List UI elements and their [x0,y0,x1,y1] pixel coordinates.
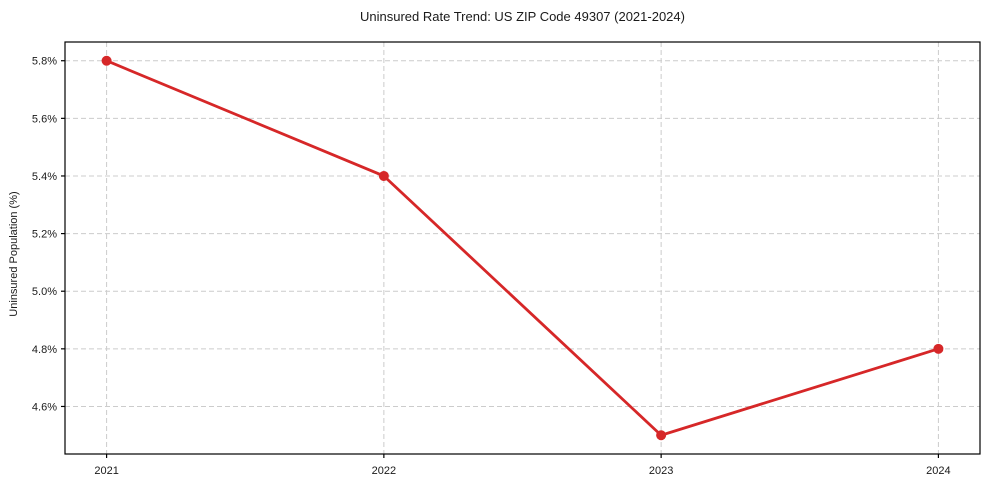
chart-title: Uninsured Rate Trend: US ZIP Code 49307 … [360,9,685,24]
y-tick-label: 5.8% [32,56,57,68]
trend-line [105,59,940,437]
data-point [101,55,112,66]
x-tick-label: 2022 [372,465,396,477]
y-tick-label: 5.6% [32,113,57,125]
y-tick-label: 5.0% [32,286,57,298]
y-tick-label: 4.8% [32,344,57,356]
plot-border [64,41,981,455]
y-tick-label: 4.6% [32,401,57,413]
x-tick-label: 2024 [926,465,950,477]
y-tick-label: 5.2% [32,229,57,241]
data-point [933,343,944,354]
data-point [378,170,389,181]
y-tick-label: 5.4% [32,171,57,183]
data-point [656,430,667,441]
x-tick-label: 2023 [649,465,673,477]
x-tick-label: 2021 [94,465,118,477]
